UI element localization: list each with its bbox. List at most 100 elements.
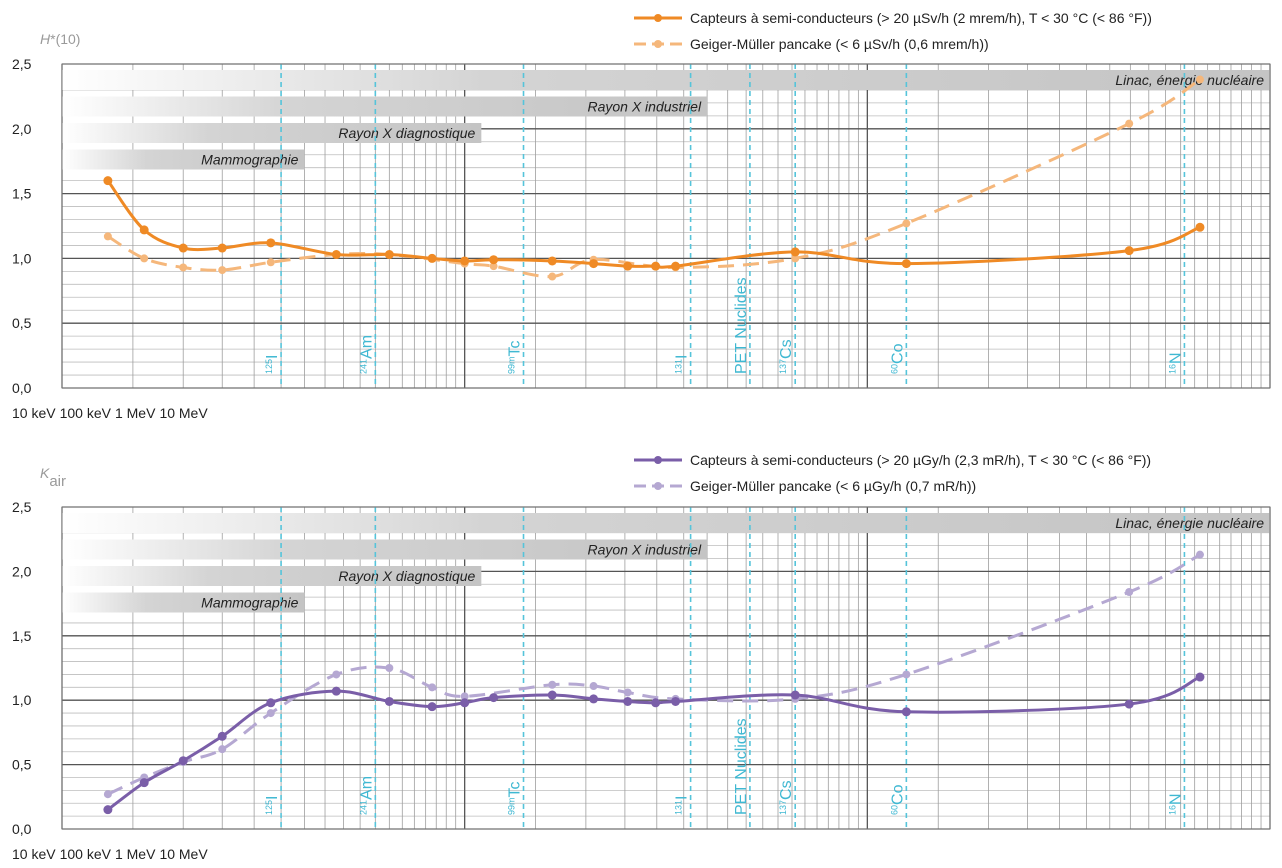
data-point — [589, 259, 599, 269]
data-point — [1195, 222, 1205, 232]
nuclide-mass: 131 — [674, 800, 684, 815]
legend-marker — [654, 40, 662, 48]
y-tick-label: 1,5 — [12, 186, 32, 202]
legend-marker — [654, 456, 662, 464]
plot-area: Mammographie Rayon X diagnostique Rayon X … — [61, 506, 1271, 830]
data-point — [331, 686, 341, 696]
nuclide-symbol: Am — [358, 776, 375, 800]
band-label: Rayon X diagnostique — [338, 125, 475, 141]
data-point — [1125, 588, 1134, 597]
data-point — [427, 702, 437, 712]
nuclide-symbol: I — [264, 355, 281, 359]
data-point — [217, 243, 227, 253]
nuclide-symbol: Am — [358, 335, 375, 359]
title-subscript: air — [49, 473, 66, 490]
data-point — [385, 664, 394, 672]
data-point — [266, 238, 276, 248]
nuclide-label: 241Am — [358, 776, 375, 815]
y-tick-label: 2,5 — [12, 56, 32, 72]
nuclide-symbol: Cs — [778, 780, 795, 800]
y-tick-label: 0,0 — [12, 380, 32, 396]
data-point — [902, 670, 911, 679]
data-point — [103, 176, 113, 186]
data-point — [589, 694, 599, 704]
nuclide-label: 131I — [674, 796, 691, 815]
title-suffix: *(10) — [50, 31, 80, 47]
x-tick-label: 10 keV — [12, 405, 56, 421]
data-point — [901, 259, 911, 269]
plot-frame — [61, 63, 1271, 389]
application-band — [62, 96, 708, 117]
nuclide-label: 16N — [1167, 352, 1184, 374]
data-point — [103, 790, 112, 799]
x-tick-label: 1 MeV — [115, 405, 156, 421]
nuclide-mass: 60 — [889, 364, 899, 374]
nuclide-mass: 16 — [1167, 805, 1177, 815]
data-point — [384, 696, 394, 706]
data-point — [548, 272, 557, 281]
data-point — [1124, 699, 1134, 709]
nuclide-symbol: Co — [889, 343, 906, 364]
data-point — [902, 219, 911, 228]
data-point — [671, 261, 681, 271]
data-point — [460, 256, 470, 266]
data-point — [218, 745, 227, 754]
data-point — [266, 258, 275, 267]
nuclide-mass: 125 — [264, 800, 274, 815]
nuclide-mass: 241 — [358, 359, 368, 374]
nuclide-label: 99mTc — [507, 781, 524, 815]
band-label: Linac, énergie nucléaire — [1115, 515, 1264, 531]
nuclide-mass: 137 — [778, 800, 788, 815]
data-point — [218, 266, 227, 275]
x-tick-label: 100 keV — [60, 405, 112, 421]
legend-label: Capteurs à semi-conducteurs (> 20 µSv/h … — [690, 10, 1152, 26]
x-tick-label: 1 MeV — [115, 846, 156, 862]
data-point — [427, 253, 437, 263]
plot-area: Mammographie Rayon X diagnostique Rayon X … — [61, 63, 1271, 389]
nuclide-label: 125I — [264, 796, 281, 815]
nuclide-label: 137Cs — [778, 339, 795, 374]
legend-marker — [654, 14, 662, 22]
nuclide-symbol: N — [1167, 352, 1184, 364]
nuclide-label: 131I — [674, 355, 691, 374]
nuclide-mass: 99m — [507, 356, 517, 374]
nuclide-symbol: N — [1167, 793, 1184, 805]
series-line — [107, 78, 1201, 279]
application-band — [62, 539, 708, 560]
y-tick-label: 2,5 — [12, 499, 32, 515]
data-point — [790, 690, 800, 700]
data-point — [103, 232, 112, 241]
data-point — [460, 692, 469, 701]
y-tick-label: 0,0 — [12, 821, 32, 837]
nuclide-symbol: I — [674, 355, 691, 359]
data-point — [139, 225, 149, 235]
application-band — [62, 513, 1270, 533]
nuclide-symbol: PET Nuclides — [733, 718, 750, 815]
band-label: Rayon X diagnostique — [338, 568, 475, 584]
y-tick-label: 1,5 — [12, 628, 32, 644]
data-point — [266, 698, 276, 708]
x-tick-label: 10 MeV — [159, 846, 208, 862]
legend-label: Geiger-Müller pancake (< 6 µSv/h (0,6 mr… — [690, 36, 989, 52]
series-line — [106, 675, 1201, 811]
nuclide-mass: 125 — [264, 359, 274, 374]
nuclide-symbol: Cs — [778, 339, 795, 359]
data-point — [384, 250, 394, 260]
data-point — [428, 683, 437, 692]
nuclide-symbol: Co — [889, 784, 906, 805]
nuclide-label: 60Co — [889, 784, 906, 815]
y-tick-label: 2,0 — [12, 121, 32, 137]
band-label: Rayon X industriel — [587, 542, 702, 558]
band-label: Mammographie — [201, 595, 298, 611]
nuclide-mass: 137 — [778, 359, 788, 374]
nuclide-label: 125I — [264, 355, 281, 374]
x-tick-label: 100 keV — [60, 846, 112, 862]
band-label: Rayon X industriel — [587, 99, 702, 115]
y-tick-label: 1,0 — [12, 250, 32, 266]
title-symbol: H — [40, 31, 51, 47]
data-point — [651, 698, 661, 708]
data-point — [1195, 550, 1204, 559]
nuclide-mass: 99m — [507, 797, 517, 815]
data-point — [460, 698, 470, 708]
